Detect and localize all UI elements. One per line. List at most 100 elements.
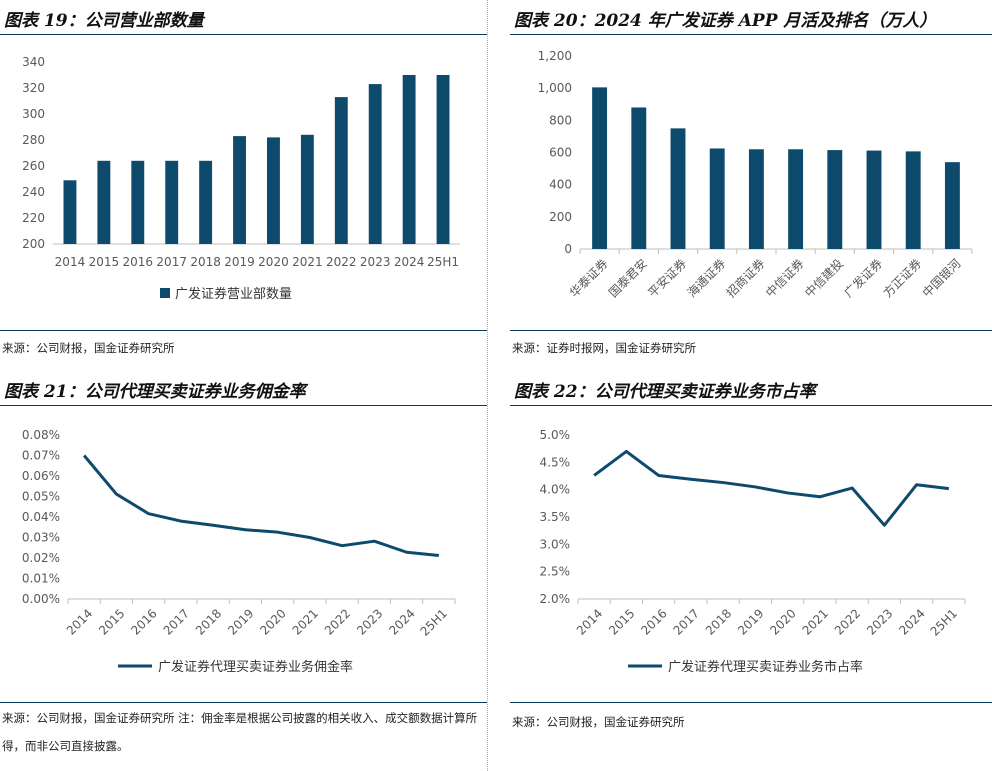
- x-tick-label: 2020: [258, 255, 289, 269]
- bar: [334, 97, 348, 244]
- y-tick-label: 800: [549, 113, 572, 127]
- y-tick-label: 340: [22, 55, 45, 69]
- bar: [300, 134, 314, 244]
- chart-22-source: 来源：公司财报，国金证券研究所: [512, 715, 685, 729]
- bar: [165, 160, 179, 244]
- x-tick-label: 2022: [322, 606, 353, 637]
- x-tick-label: 国泰君安: [605, 256, 650, 301]
- panel-chart-21: 图表 21：公司代理买卖证券业务佣金率 0.00% 0.01% 0.02% 0.03%…: [0, 371, 487, 771]
- chart-21-plot: 0.00% 0.01% 0.02% 0.03% 0.04% 0.05% 0.06% 0.07%…: [22, 428, 456, 675]
- x-tick-label: 2023: [354, 606, 385, 637]
- bar: [592, 87, 608, 249]
- panel-chart-19: 图表 19：公司营业部数量 200 220 240 260 280 300 320 340 20…: [0, 0, 487, 371]
- x-tick-label: 2017: [156, 255, 187, 269]
- x-tick-label: 25H1: [418, 606, 450, 638]
- bar: [97, 160, 111, 244]
- chart-20-plot: 0 200 400 600 800 1,000 1,200 华泰证券国泰君安平安证券海通证券招…: [538, 49, 973, 301]
- x-tick-label: 2024: [896, 606, 927, 637]
- y-tick-label: 260: [22, 159, 45, 173]
- x-tick-label: 2015: [89, 255, 120, 269]
- x-tick-label: 2016: [128, 606, 159, 637]
- x-tick-label: 华泰证券: [566, 256, 611, 301]
- x-tick-label: 中信证券: [762, 256, 807, 301]
- y-tick-label: 0: [564, 242, 572, 256]
- y-tick-label: 0.08%: [22, 428, 60, 442]
- legend-label: 广发证券营业部数量: [175, 286, 292, 302]
- y-tick-label: 4.0%: [540, 483, 571, 497]
- bar: [131, 160, 145, 244]
- bar: [944, 162, 960, 249]
- panel-chart-22: 图表 22：公司代理买卖证券业务市占率 2.0% 2.5% 3.0% 3.5% 4.0%…: [510, 371, 992, 771]
- x-tick-label: 2015: [606, 606, 637, 637]
- x-tick-label: 海通证券: [684, 256, 729, 301]
- chart-19-plot: 200 220 240 260 280 300 320 340 2014 2015 2016 2017…: [22, 55, 460, 302]
- x-tick-label: 2014: [574, 606, 605, 637]
- title-rule: [0, 34, 487, 35]
- chart-20-title: 图表 20：2024 年广发证券 APP 月活及排名（万人）: [514, 11, 937, 31]
- source-rule: [0, 702, 487, 703]
- x-tick-label: 中信建投: [801, 256, 846, 301]
- x-tick-label: 2019: [225, 606, 256, 637]
- x-tick-label: 方正证券: [880, 256, 925, 301]
- x-tick-label: 2022: [832, 606, 863, 637]
- panel-chart-20: 图表 20：2024 年广发证券 APP 月活及排名（万人） 0 200 400 60…: [510, 0, 992, 371]
- x-tick-label: 2024: [394, 255, 425, 269]
- source-rule: [0, 330, 487, 331]
- y-tick-label: 320: [22, 81, 45, 95]
- bar: [631, 107, 647, 249]
- title-rule: [0, 405, 487, 406]
- x-tick-label: 2019: [735, 606, 766, 637]
- x-tick-label: 2021: [290, 606, 321, 637]
- y-tick-label: 0.07%: [22, 449, 60, 463]
- legend-swatch: [160, 288, 170, 298]
- y-tick-label: 5.0%: [540, 428, 571, 442]
- x-tick-label: 平安证券: [645, 256, 690, 301]
- x-tick-label: 2021: [292, 255, 323, 269]
- y-tick-label: 1,000: [538, 81, 572, 95]
- y-tick-label: 1,200: [538, 49, 572, 63]
- x-tick-label: 2019: [224, 255, 255, 269]
- y-tick-label: 200: [22, 237, 45, 251]
- x-tick-label: 25H1: [928, 606, 960, 638]
- x-tick-label: 2018: [190, 255, 221, 269]
- y-tick-label: 4.5%: [540, 455, 571, 469]
- bar: [788, 149, 804, 249]
- x-tick-label: 2017: [671, 606, 702, 637]
- x-tick-label: 2023: [360, 255, 391, 269]
- y-tick-label: 200: [549, 210, 572, 224]
- y-tick-label: 0.06%: [22, 469, 60, 483]
- bar: [866, 150, 882, 249]
- y-tick-label: 2.5%: [540, 565, 571, 579]
- y-tick-label: 600: [549, 146, 572, 160]
- x-tick-label: 2014: [64, 606, 95, 637]
- legend-label: 广发证券代理买卖证券业务市占率: [668, 659, 863, 675]
- y-tick-label: 0.03%: [22, 531, 60, 545]
- x-tick-label: 2020: [767, 606, 798, 637]
- column-separator: [487, 0, 488, 771]
- x-tick-label: 招商证券: [723, 256, 768, 301]
- x-tick-label: 2014: [55, 255, 86, 269]
- title-rule: [510, 405, 992, 406]
- x-tick-label: 2024: [386, 606, 417, 637]
- series-line: [593, 449, 950, 527]
- chart-21-source: 来源：公司财报，国金证券研究所 注：佣金率是根据公司披露的相关收入、成交额数据计…: [2, 711, 478, 753]
- x-tick-label: 2018: [193, 606, 224, 637]
- x-tick-label: 2021: [800, 606, 831, 637]
- series-line: [82, 454, 440, 558]
- chart-19-title: 图表 19：公司营业部数量: [4, 11, 204, 31]
- y-tick-label: 280: [22, 133, 45, 147]
- chart-22-plot: 2.0% 2.5% 3.0% 3.5% 4.0% 4.5% 5.0% 2014 2015 2016…: [540, 428, 966, 675]
- x-tick-label: 广发证券: [841, 256, 886, 301]
- bar: [368, 84, 382, 244]
- bar: [670, 128, 686, 249]
- y-tick-label: 0.00%: [22, 592, 60, 606]
- bar: [709, 148, 725, 249]
- bar: [402, 75, 416, 244]
- bar: [827, 150, 843, 249]
- chart-21-title: 图表 21：公司代理买卖证券业务佣金率: [4, 382, 306, 402]
- chart-19-source: 来源：公司财报，国金证券研究所: [2, 341, 175, 355]
- chart-22-title: 图表 22：公司代理买卖证券业务市占率: [514, 382, 816, 402]
- y-tick-label: 300: [22, 107, 45, 121]
- y-tick-label: 240: [22, 185, 45, 199]
- bar: [199, 160, 213, 244]
